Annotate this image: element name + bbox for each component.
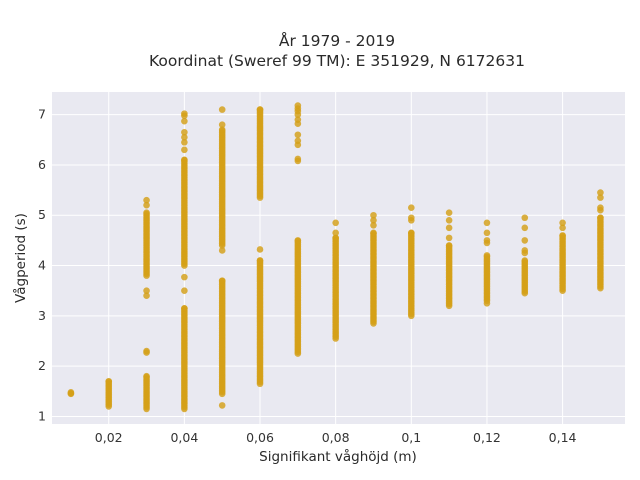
- data-point: [181, 133, 188, 141]
- data-point: [294, 131, 302, 139]
- data-point: [218, 106, 226, 113]
- x-tick-label: 0,1: [401, 430, 421, 445]
- data-point: [218, 126, 226, 134]
- data-point: [67, 390, 75, 397]
- data-point: [370, 216, 377, 224]
- data-point: [181, 146, 188, 154]
- data-point: [294, 116, 302, 123]
- data-point: [445, 224, 453, 232]
- data-point: [370, 211, 377, 219]
- data-point: [256, 106, 264, 113]
- data-point: [256, 257, 264, 264]
- data-point: [332, 234, 339, 242]
- data-point: [597, 189, 604, 196]
- x-axis-title: Signifikant våghöjd (m): [259, 448, 417, 465]
- data-point: [143, 292, 150, 300]
- data-point: [332, 219, 339, 227]
- data-point: [597, 194, 604, 201]
- chart-title-line-2: Koordinat (Sweref 99 TM): E 351929, N 61…: [149, 52, 525, 70]
- y-tick-label: 5: [38, 207, 46, 222]
- x-tick-label: 0,04: [170, 430, 198, 445]
- x-tick-label: 0,06: [246, 430, 274, 445]
- y-tick-label: 1: [38, 408, 46, 423]
- data-point: [521, 214, 529, 222]
- data-point: [105, 377, 113, 385]
- data-point: [294, 155, 302, 163]
- y-tick-label: 4: [38, 258, 46, 273]
- data-point: [483, 299, 491, 307]
- data-point: [256, 246, 264, 253]
- data-point: [483, 219, 491, 227]
- data-point: [445, 242, 453, 249]
- data-point: [445, 234, 453, 242]
- data-point: [181, 128, 188, 136]
- y-tick-labels: 1 2 3 4 5 6 7: [38, 107, 46, 424]
- data-point: [597, 204, 604, 211]
- data-point: [181, 305, 188, 312]
- data-point: [559, 219, 566, 227]
- data-point: [559, 232, 566, 239]
- data-point: [445, 209, 453, 217]
- data-point: [408, 204, 415, 211]
- data-point: [218, 247, 226, 254]
- data-point: [143, 347, 150, 355]
- data-point: [521, 237, 529, 244]
- data-point: [143, 196, 150, 204]
- data-points: [67, 102, 604, 413]
- x-tick-label: 0,12: [473, 430, 501, 445]
- data-point: [181, 139, 188, 146]
- y-tick-label: 3: [38, 308, 46, 323]
- x-tick-label: 0,02: [95, 430, 123, 445]
- data-point: [143, 372, 150, 380]
- data-point: [294, 237, 302, 244]
- data-point: [408, 214, 415, 222]
- data-point: [483, 229, 491, 237]
- y-tick-label: 7: [38, 107, 46, 122]
- data-point: [181, 117, 188, 125]
- data-point: [521, 257, 529, 264]
- data-point: [597, 214, 604, 222]
- chart-title-line-1: År 1979 - 2019: [279, 31, 395, 50]
- data-point: [370, 229, 377, 237]
- data-point: [332, 229, 339, 237]
- data-point: [445, 216, 453, 224]
- data-point: [143, 209, 150, 217]
- data-point: [218, 121, 226, 128]
- data-point: [181, 287, 188, 294]
- data-point: [483, 237, 491, 244]
- data-point: [143, 287, 150, 294]
- data-point: [294, 102, 302, 109]
- x-tick-label: 0,14: [549, 430, 577, 445]
- data-point: [181, 273, 188, 281]
- data-point: [218, 277, 226, 284]
- data-point: [521, 224, 529, 232]
- y-axis-title: Vågperiod (s): [12, 213, 29, 303]
- y-tick-label: 6: [38, 157, 46, 172]
- data-point: [559, 224, 566, 232]
- data-point: [181, 156, 188, 164]
- data-point: [143, 201, 150, 209]
- data-point: [294, 137, 302, 145]
- data-point: [181, 110, 188, 117]
- data-point: [521, 247, 529, 254]
- x-tick-label: 0,08: [322, 430, 350, 445]
- data-point: [370, 222, 377, 229]
- data-point: [218, 402, 226, 409]
- x-tick-labels: 0,02 0,04 0,06 0,08 0,1 0,12 0,14: [95, 430, 577, 445]
- data-point: [483, 252, 491, 259]
- data-point: [408, 229, 415, 237]
- y-tick-label: 2: [38, 358, 46, 373]
